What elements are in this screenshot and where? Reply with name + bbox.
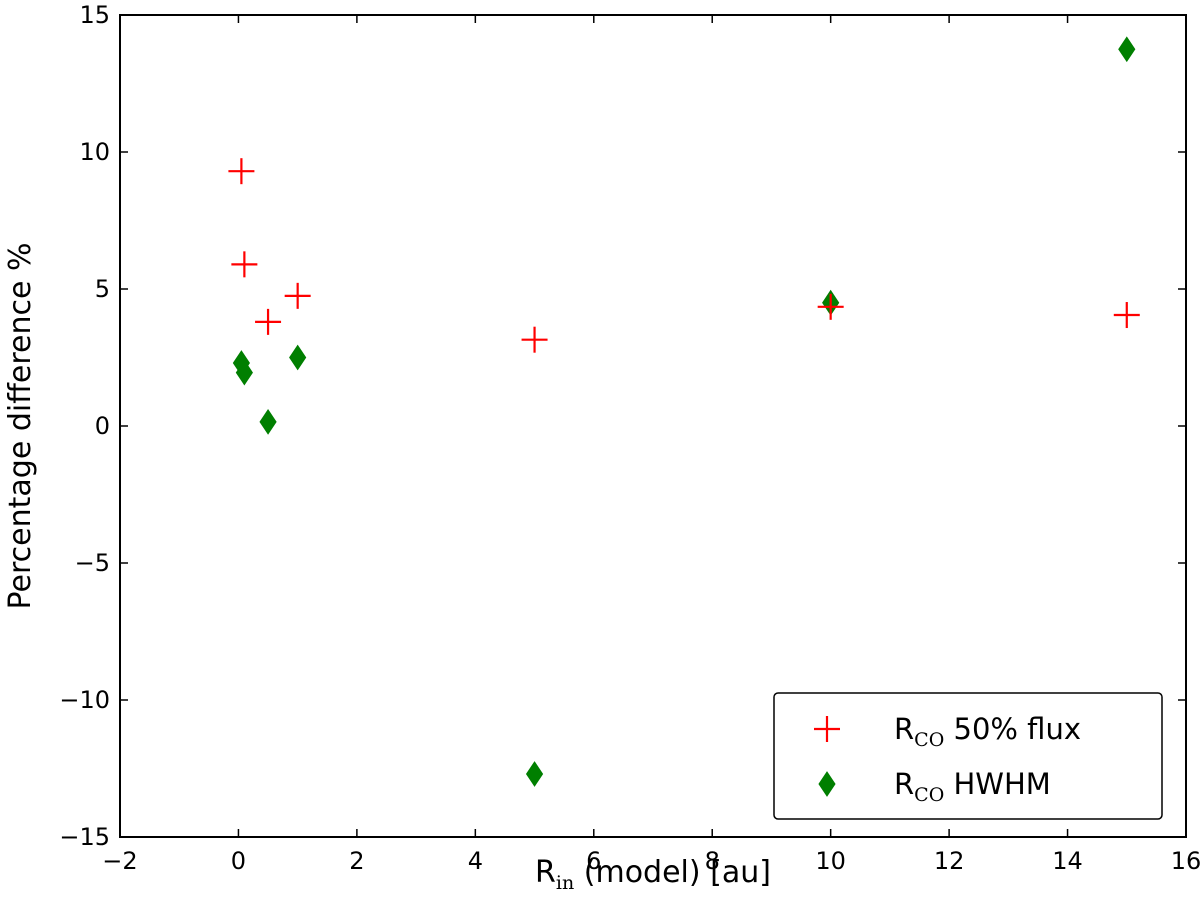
x-tick-label: 0 [231,847,246,875]
legend-marker-hwhm [818,771,836,797]
y-tick-label: −5 [75,549,110,577]
legend-label-flux: RCO 50% flux [894,712,1081,751]
x-tick-label: 2 [349,847,364,875]
x-tick-label: 14 [1052,847,1083,875]
legend-diamond-marker [818,771,836,797]
legend-label-flux-sub: CO [914,729,944,751]
legend-box [773,692,1163,820]
x-axis-label-rest: (model) [au] [574,855,771,890]
y-tick-label: −10 [59,686,110,714]
x-tick-label: 12 [934,847,965,875]
data-point-hwhm [259,408,277,435]
data-point-flux [1113,302,1140,329]
y-tick-label: −15 [59,823,110,851]
legend-label-hwhm-rest: HWHM [944,767,1051,801]
legend-label-hwhm: RCO HWHM [894,767,1051,806]
legend-plus-marker [814,716,840,742]
legend-label-hwhm-main: R [894,767,914,801]
legend-label-flux-main: R [894,712,914,746]
x-tick-label: 4 [468,847,483,875]
plot-frame [119,14,1187,838]
x-tick-label: 16 [1171,847,1200,875]
data-point-hwhm [289,344,307,371]
data-point-hwhm [235,359,253,386]
x-tick-label: −2 [102,847,137,875]
y-tick-label: 10 [79,138,110,166]
x-tick-label: 6 [586,847,601,875]
data-point-flux [284,282,311,309]
data-point-flux [228,158,255,185]
legend-label-flux-rest: 50% flux [944,712,1081,746]
y-tick-label: 5 [95,275,110,303]
data-point-hwhm [1118,36,1136,63]
data-point-hwhm [525,761,544,787]
data-point-flux [255,308,282,335]
legend-label-hwhm-sub: CO [914,784,944,806]
y-tick-label: 15 [79,1,110,29]
y-axis-label: Percentage difference % [3,243,38,610]
axis-ticks: −2 0 2 4 6 8 10 12 14 16 −15 −10 −5 0 5 10 15 [59,1,1200,875]
y-tick-label: 0 [95,412,110,440]
legend: RCO 50% flux RCO HWHM [773,692,1163,820]
x-axis-label-sub: in [556,872,574,894]
x-axis-label: Rin (model) [au] [535,855,771,894]
legend-marker-flux [814,716,840,742]
data-point-flux [231,251,258,278]
x-axis-label-main: R [535,855,556,890]
data-marks [228,36,1140,787]
x-tick-label: 10 [815,847,846,875]
data-point-flux [817,293,844,320]
data-point-flux [521,326,548,353]
x-tick-label: 8 [705,847,720,875]
